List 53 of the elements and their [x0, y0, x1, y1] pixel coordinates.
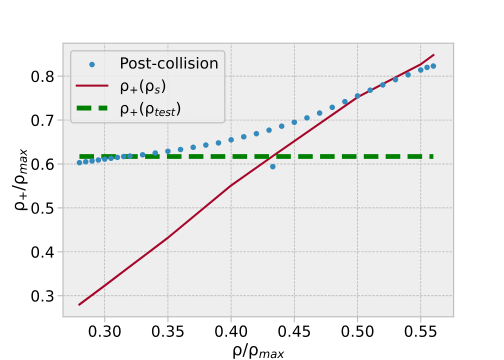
point: [380, 82, 386, 88]
x-tick-label: 0.45: [278, 325, 310, 337]
point: [120, 154, 126, 160]
x-tick-label: 0.35: [152, 325, 184, 337]
legend-label: ρ$_{+}$(ρ$_{test}$): [120, 102, 180, 117]
point: [165, 148, 171, 154]
point: [254, 130, 260, 136]
point: [152, 150, 158, 156]
y-tick-label: 0.7: [31, 114, 54, 126]
point: [203, 142, 209, 148]
point: [342, 98, 348, 104]
point: [430, 63, 436, 69]
point: [96, 157, 102, 163]
point: [405, 72, 411, 78]
x-tick-label: 0.55: [404, 325, 436, 337]
point: [292, 119, 298, 126]
point: [190, 144, 196, 150]
point: [240, 134, 247, 140]
y-tick-label: 0.8: [31, 70, 54, 82]
point: [102, 156, 108, 162]
y-tick-label: 0.4: [31, 246, 54, 258]
point: [316, 110, 322, 116]
point: [278, 123, 284, 129]
point: [108, 155, 114, 162]
point: [266, 127, 272, 133]
legend-label: Post-collision: [121, 56, 218, 69]
y-tick-label: 0.3: [31, 290, 54, 302]
point: [76, 160, 82, 166]
x-tick-label: 0.30: [88, 325, 121, 337]
line-series: [78, 54, 434, 306]
y-tick-label: 0.6: [31, 158, 54, 170]
y-axis-title: ρ$_{+}$/ρ$_{max}$: [12, 148, 28, 210]
point: [354, 93, 360, 99]
x-tick-label: 0.40: [215, 325, 248, 337]
point: [114, 154, 120, 160]
point: [89, 158, 95, 164]
x-tick-label: 0.50: [342, 325, 374, 337]
point: [329, 104, 336, 110]
legend-label: ρ$_{+}$(ρ$_{s}$): [120, 79, 166, 94]
point: [82, 158, 89, 165]
point: [228, 137, 234, 143]
y-tick-label: 0.5: [31, 202, 54, 214]
point: [367, 87, 373, 93]
point: [140, 152, 146, 158]
point: [270, 164, 276, 170]
point: [418, 67, 424, 73]
x-axis-title: ρ/ρ$_{max}$: [233, 343, 284, 359]
point: [392, 76, 398, 82]
point: [216, 140, 222, 146]
point: [424, 64, 430, 70]
point: [127, 153, 133, 159]
point: [178, 146, 184, 152]
point: [304, 115, 310, 121]
